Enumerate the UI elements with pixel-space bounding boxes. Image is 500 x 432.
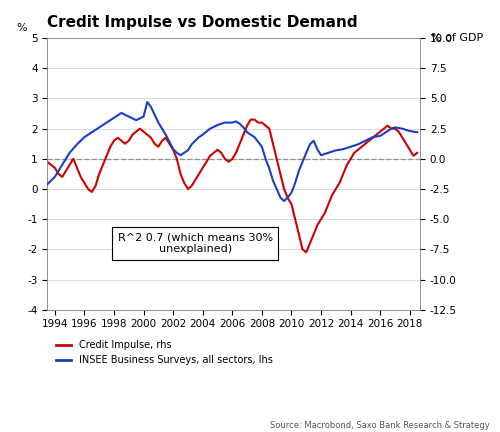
Y-axis label: % of GDP: % of GDP	[432, 33, 484, 43]
Text: Credit Impulse vs Domestic Demand: Credit Impulse vs Domestic Demand	[48, 15, 358, 30]
Y-axis label: %: %	[16, 22, 26, 33]
Text: R^2 0.7 (which means 30%
unexplained): R^2 0.7 (which means 30% unexplained)	[118, 232, 273, 254]
Legend: Credit Impulse, rhs, INSEE Business Surveys, all sectors, lhs: Credit Impulse, rhs, INSEE Business Surv…	[52, 336, 276, 369]
Text: Source: Macrobond, Saxo Bank Research & Strategy: Source: Macrobond, Saxo Bank Research & …	[270, 421, 490, 430]
